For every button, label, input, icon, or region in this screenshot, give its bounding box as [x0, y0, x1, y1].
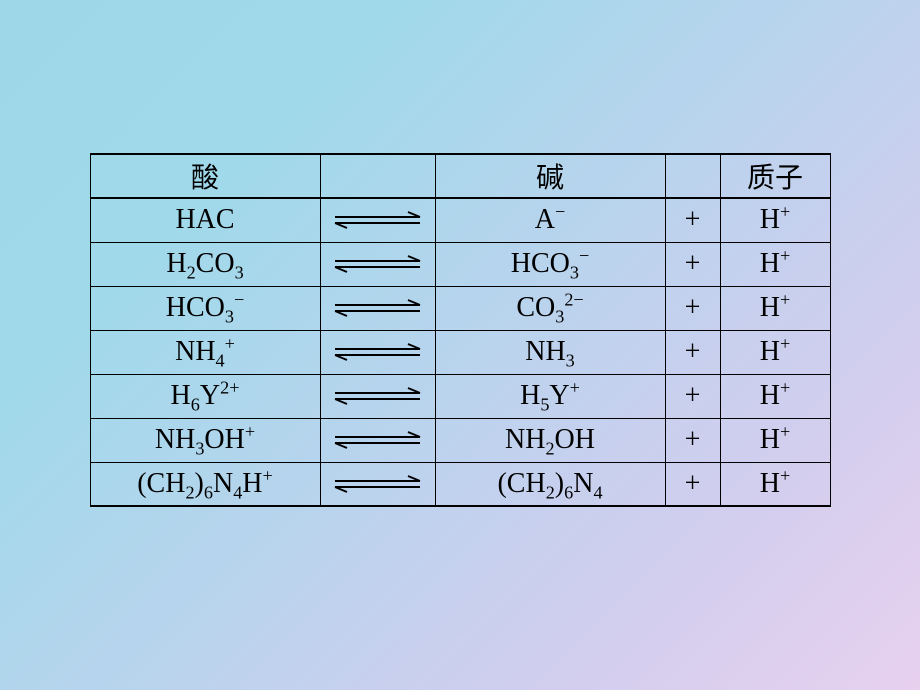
proton-cell: H+	[720, 418, 830, 462]
proton-cell: H+	[720, 374, 830, 418]
plus-cell: +	[665, 242, 720, 286]
base-cell: NH3	[435, 330, 665, 374]
equilibrium-arrow-icon	[320, 330, 435, 374]
proton-cell: H+	[720, 462, 830, 506]
header-arrow	[320, 154, 435, 198]
base-cell: CO32−	[435, 286, 665, 330]
plus-cell: +	[665, 374, 720, 418]
header-plus	[665, 154, 720, 198]
base-cell: A−	[435, 198, 665, 242]
table-row: HAC A−+H+	[90, 198, 830, 242]
acid-cell: H2CO3	[90, 242, 320, 286]
table-body: HAC A−+H+H2CO3 HCO3−+H+HCO3− CO32−+H+NH4…	[90, 198, 830, 506]
base-cell: NH2OH	[435, 418, 665, 462]
acid-cell: H6Y2+	[90, 374, 320, 418]
plus-cell: +	[665, 286, 720, 330]
header-proton: 质子	[720, 154, 830, 198]
acid-cell: NH4+	[90, 330, 320, 374]
equilibrium-arrow-icon	[320, 286, 435, 330]
table-row: H2CO3 HCO3−+H+	[90, 242, 830, 286]
proton-cell: H+	[720, 198, 830, 242]
table-row: H6Y2+ H5Y++H+	[90, 374, 830, 418]
acid-cell: (CH2)6N4H+	[90, 462, 320, 506]
table-row: (CH2)6N4H+ (CH2)6N4+H+	[90, 462, 830, 506]
base-cell: HCO3−	[435, 242, 665, 286]
acid-base-table: 酸 碱 质子 HAC A−+H+H2CO3 HCO3−+H+HCO3−	[90, 153, 831, 507]
equilibrium-arrow-icon	[320, 418, 435, 462]
base-cell: (CH2)6N4	[435, 462, 665, 506]
chemistry-table-container: 酸 碱 质子 HAC A−+H+H2CO3 HCO3−+H+HCO3−	[90, 153, 831, 507]
equilibrium-arrow-icon	[320, 242, 435, 286]
plus-cell: +	[665, 418, 720, 462]
plus-cell: +	[665, 330, 720, 374]
plus-cell: +	[665, 198, 720, 242]
proton-cell: H+	[720, 286, 830, 330]
acid-cell: HAC	[90, 198, 320, 242]
proton-cell: H+	[720, 330, 830, 374]
table-row: NH4+ NH3+H+	[90, 330, 830, 374]
equilibrium-arrow-icon	[320, 374, 435, 418]
equilibrium-arrow-icon	[320, 198, 435, 242]
header-base: 碱	[435, 154, 665, 198]
table-row: HCO3− CO32−+H+	[90, 286, 830, 330]
acid-cell: NH3OH+	[90, 418, 320, 462]
header-row: 酸 碱 质子	[90, 154, 830, 198]
base-cell: H5Y+	[435, 374, 665, 418]
plus-cell: +	[665, 462, 720, 506]
acid-cell: HCO3−	[90, 286, 320, 330]
table-row: NH3OH+ NH2OH+H+	[90, 418, 830, 462]
proton-cell: H+	[720, 242, 830, 286]
equilibrium-arrow-icon	[320, 462, 435, 506]
header-acid: 酸	[90, 154, 320, 198]
